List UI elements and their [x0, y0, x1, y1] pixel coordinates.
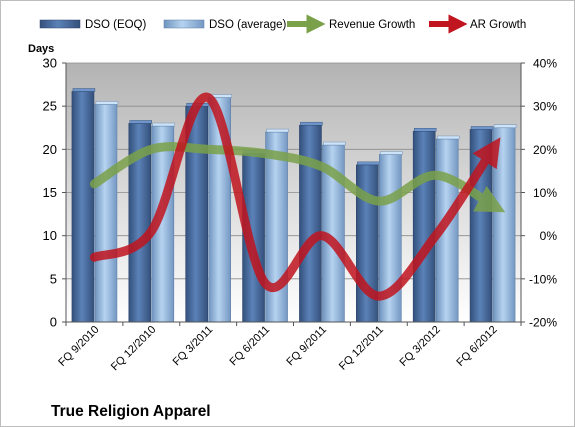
y-tick-label-left: 15 [43, 185, 57, 200]
y-tick-label-right: 10% [533, 186, 557, 200]
bar-dso-average-top [493, 124, 517, 128]
bar-dso-eoq-body [185, 105, 208, 323]
y-tick-label-left: 30 [43, 56, 57, 71]
bar-dso-eoq-top [470, 126, 494, 130]
legend-label-ar-growth: AR Growth [470, 19, 526, 31]
legend-item-revenue-growth: Revenue Growth [287, 14, 415, 34]
bar-dso-eoq [128, 120, 153, 323]
bar-dso-eoq-top [72, 88, 96, 92]
bar-dso-average-top [266, 128, 289, 133]
y-tick-label-right: -20% [529, 316, 557, 330]
legend-label-dso-average: DSO (average) [209, 19, 287, 31]
bar-dso-average-top [436, 135, 460, 140]
legend-item-ar-growth: AR Growth [429, 14, 526, 34]
bar-dso-eoq [412, 128, 437, 323]
line-ar-growth [89, 93, 501, 301]
y-tick-label-right: 40% [533, 57, 557, 71]
bar-dso-average-body [94, 104, 118, 323]
y-tick-label-right: 20% [533, 143, 557, 157]
bar-dso-eoq-top [300, 121, 323, 126]
bar-dso-average [492, 124, 517, 323]
y-tick-label-left: 0 [50, 315, 57, 330]
y-tick-label-left: 5 [50, 271, 57, 286]
legend: DSO (EOQ) DSO (average) Revenue Growth A… [39, 14, 526, 34]
bar-dso-average-top [323, 141, 346, 146]
x-tick-label: FQ 6/2011 [228, 324, 273, 369]
bar-dso-eoq [299, 121, 323, 323]
x-tick-label: FQ 9/2010 [56, 324, 101, 369]
legend-label-dso-eoq: DSO (EOQ) [85, 19, 147, 31]
bar-dso-average-body [492, 127, 516, 323]
legend-item-dso-average: DSO (average) [163, 19, 287, 31]
bar-dso-average [265, 128, 289, 323]
bar-dso-average-top [152, 122, 176, 127]
y-tick-label-right: 30% [533, 100, 557, 114]
chart-title: True Religion Apparel [51, 403, 211, 420]
bar-dso-eoq-body [412, 130, 436, 323]
bar-dso-eoq [71, 88, 96, 323]
y-tick-label-right: -10% [529, 272, 557, 286]
bar-dso-eoq-top [357, 161, 380, 166]
bar-dso-eoq-top [413, 128, 437, 132]
legend-swatch-dso-average [163, 19, 205, 29]
bar-dso-eoq-body [299, 124, 322, 323]
x-tick-label: FQ 9/2011 [284, 324, 329, 369]
y-tick-label-left: 10 [43, 228, 57, 243]
y-tick-label-left: 20 [43, 142, 57, 157]
x-tick-label: FQ 12/2010 [109, 324, 159, 374]
x-tick-label: FQ 3/2012 [398, 324, 443, 369]
y-axis-title: Days [28, 43, 54, 55]
bar-dso-average-top [95, 101, 119, 105]
bar-dso-average [94, 101, 119, 323]
x-tick-label: FQ 3/2011 [171, 324, 216, 369]
y-tick-label-right: 0% [540, 229, 558, 243]
legend-label-revenue-growth: Revenue Growth [329, 19, 415, 31]
bar-dso-eoq-top [129, 120, 153, 124]
legend-item-dso-eoq: DSO (EOQ) [39, 19, 147, 31]
lines-layer [89, 93, 506, 301]
x-tick-label: FQ 12/2011 [337, 324, 386, 373]
bar-dso-eoq-body [71, 91, 95, 323]
legend-swatch-dso-eoq [39, 19, 81, 29]
bar-dso-average-top [380, 151, 403, 155]
line-revenue-growth [89, 142, 506, 213]
y-tick-label-left: 25 [43, 99, 57, 114]
x-tick-label: FQ 6/2012 [454, 324, 499, 369]
